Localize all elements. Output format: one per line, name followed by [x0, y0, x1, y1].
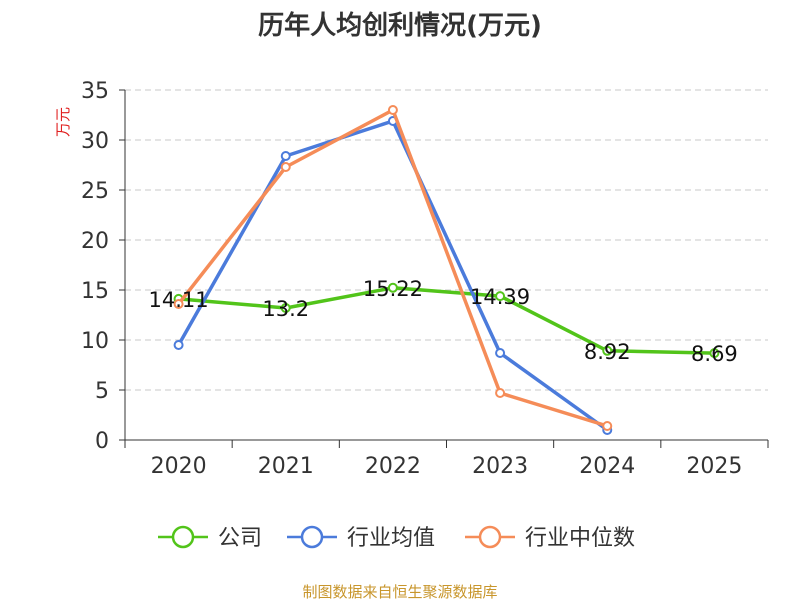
- data-label: 15.22: [363, 277, 423, 301]
- data-label: 14.11: [149, 288, 209, 312]
- data-point[interactable]: [709, 348, 720, 359]
- data-point[interactable]: [387, 282, 398, 293]
- legend-swatch-marker: [478, 525, 502, 549]
- x-tick-label: 2025: [686, 454, 742, 479]
- x-tick-label: 2022: [365, 454, 421, 479]
- x-tick-label: 2023: [472, 454, 528, 479]
- legend-label: 行业均值: [347, 526, 435, 551]
- series-line-2: [177, 108, 608, 428]
- data-point[interactable]: [495, 348, 506, 358]
- data-point[interactable]: [280, 303, 291, 313]
- legend-item-2[interactable]: 行业中位数: [465, 525, 635, 551]
- legend-label: 公司: [218, 526, 262, 551]
- data-label: 8.92: [584, 340, 631, 364]
- y-tick-label: 25: [81, 179, 109, 204]
- y-tick-label: 20: [81, 229, 109, 254]
- data-point[interactable]: [173, 340, 184, 350]
- y-tick-label: 35: [81, 79, 109, 104]
- series-line-1: [177, 119, 609, 432]
- x-tick-label: 2024: [579, 454, 635, 479]
- source-note: 制图数据来自恒生聚源数据库: [302, 583, 497, 600]
- data-label: 13.2: [262, 297, 309, 321]
- legend-swatch-marker: [300, 525, 324, 549]
- data-point[interactable]: [495, 388, 506, 398]
- y-axis-label: 万元: [54, 107, 72, 137]
- legend-label: 行业中位数: [525, 526, 635, 551]
- legend-swatch-marker: [171, 525, 195, 549]
- data-labels: 14.11 13.2 15.22 14.39 8.92 8.69: [149, 277, 738, 366]
- data-point[interactable]: [602, 421, 613, 431]
- series-layer: [173, 105, 720, 435]
- data-point[interactable]: [280, 151, 291, 161]
- data-point[interactable]: [280, 162, 291, 172]
- data-label: 14.39: [470, 285, 530, 309]
- y-tick-label: 10: [81, 329, 109, 354]
- legend-item-0[interactable]: 公司: [158, 525, 262, 551]
- legend[interactable]: 公司 行业均值 行业中位数: [158, 525, 635, 551]
- y-tick-label: 15: [81, 279, 109, 304]
- y-tick-label: 5: [95, 379, 109, 404]
- x-tick-label: 2020: [151, 454, 207, 479]
- x-tick-label: 2021: [258, 454, 314, 479]
- data-point[interactable]: [387, 105, 398, 115]
- chart-title: 历年人均创利情况(万元): [258, 10, 542, 41]
- legend-item-1[interactable]: 行业均值: [287, 525, 435, 551]
- y-tick-label: 0: [95, 429, 109, 454]
- data-label: 8.69: [691, 342, 738, 366]
- series-line-0: [178, 286, 715, 355]
- y-tick-label: 30: [81, 129, 109, 154]
- data-point[interactable]: [495, 291, 506, 302]
- data-point[interactable]: [173, 299, 184, 309]
- data-point[interactable]: [602, 345, 613, 356]
